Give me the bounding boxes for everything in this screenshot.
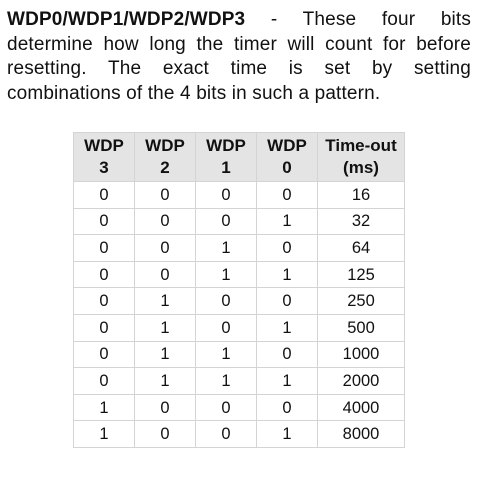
cell-wdp2: 0: [134, 181, 196, 209]
description-text: - These four bits determine how long the…: [7, 9, 471, 104]
register-bits-term: WDP0/WDP1/WDP2/WDP3: [7, 9, 246, 30]
cell-wdp0: 0: [256, 234, 318, 262]
cell-wdp1: 0: [195, 181, 257, 209]
cell-wdp1: 0: [195, 287, 257, 315]
table-header-row: WDP 3 WDP 2 WDP 1 WDP 0 Time-out (ms): [73, 132, 405, 182]
table-row: 1 0 0 0 4000: [73, 393, 405, 422]
cell-wdp0: 0: [256, 181, 318, 209]
cell-wdp0: 1: [256, 367, 318, 395]
header-label: WDP: [267, 136, 307, 155]
header-sublabel: 0: [282, 158, 292, 177]
cell-timeout: 16: [317, 181, 405, 209]
cell-wdp2: 1: [134, 287, 196, 315]
cell-wdp2: 0: [134, 260, 196, 289]
header-sublabel: 2: [160, 158, 170, 177]
cell-timeout: 1000: [317, 340, 405, 369]
cell-wdp0: 1: [256, 313, 318, 342]
cell-wdp3: 0: [73, 313, 135, 342]
cell-wdp1: 1: [195, 367, 257, 395]
cell-wdp2: 0: [134, 234, 196, 262]
timeout-table: WDP 3 WDP 2 WDP 1 WDP 0 Time-out (ms) 0 0 0 0…: [73, 132, 405, 448]
table-row: 0 0 0 1 32: [73, 207, 405, 236]
cell-timeout: 8000: [317, 420, 405, 448]
cell-wdp2: 1: [134, 367, 196, 395]
table-row: 0 0 0 0 16: [73, 181, 405, 209]
cell-timeout: 2000: [317, 367, 405, 395]
header-wdp2: WDP 2: [134, 132, 196, 182]
cell-timeout: 250: [317, 287, 405, 315]
cell-wdp1: 0: [195, 420, 257, 448]
timeout-table-container: WDP 3 WDP 2 WDP 1 WDP 0 Time-out (ms) 0 0 0 0…: [73, 132, 405, 448]
table-row: 0 0 1 1 125: [73, 260, 405, 289]
cell-timeout: 4000: [317, 393, 405, 422]
description-paragraph: WDP0/WDP1/WDP2/WDP3 - These four bits de…: [7, 8, 471, 106]
cell-wdp2: 1: [134, 313, 196, 342]
cell-wdp1: 1: [195, 340, 257, 369]
cell-wdp3: 0: [73, 260, 135, 289]
header-wdp0: WDP 0: [256, 132, 318, 182]
cell-wdp0: 0: [256, 393, 318, 422]
header-sublabel: 1: [221, 158, 231, 177]
cell-wdp3: 0: [73, 367, 135, 395]
table-row: 1 0 0 1 8000: [73, 420, 405, 448]
header-label: WDP: [145, 136, 185, 155]
cell-wdp1: 0: [195, 393, 257, 422]
header-sublabel: (ms): [343, 158, 379, 177]
cell-wdp2: 1: [134, 340, 196, 369]
cell-wdp2: 0: [134, 393, 196, 422]
cell-wdp3: 0: [73, 234, 135, 262]
cell-wdp0: 0: [256, 287, 318, 315]
cell-timeout: 64: [317, 234, 405, 262]
cell-timeout: 32: [317, 207, 405, 236]
header-wdp3: WDP 3: [73, 132, 135, 182]
cell-timeout: 125: [317, 260, 405, 289]
cell-wdp1: 0: [195, 313, 257, 342]
cell-wdp1: 1: [195, 234, 257, 262]
cell-wdp0: 0: [256, 340, 318, 369]
table-row: 0 0 1 0 64: [73, 234, 405, 262]
header-wdp1: WDP 1: [195, 132, 257, 182]
cell-wdp3: 0: [73, 340, 135, 369]
cell-wdp3: 0: [73, 207, 135, 236]
cell-wdp3: 1: [73, 393, 135, 422]
cell-wdp3: 0: [73, 181, 135, 209]
header-label: WDP: [206, 136, 246, 155]
cell-wdp0: 1: [256, 260, 318, 289]
table-row: 0 1 0 1 500: [73, 313, 405, 342]
cell-wdp0: 1: [256, 207, 318, 236]
header-sublabel: 3: [99, 158, 109, 177]
header-label: WDP: [84, 136, 124, 155]
table-row: 0 1 1 1 2000: [73, 367, 405, 395]
cell-wdp1: 0: [195, 207, 257, 236]
table-row: 0 1 1 0 1000: [73, 340, 405, 369]
cell-wdp1: 1: [195, 260, 257, 289]
header-label: Time-out: [325, 136, 397, 155]
cell-wdp2: 0: [134, 207, 196, 236]
cell-wdp3: 0: [73, 287, 135, 315]
cell-wdp2: 0: [134, 420, 196, 448]
cell-timeout: 500: [317, 313, 405, 342]
cell-wdp0: 1: [256, 420, 318, 448]
table-row: 0 1 0 0 250: [73, 287, 405, 315]
cell-wdp3: 1: [73, 420, 135, 448]
header-timeout: Time-out (ms): [317, 132, 405, 182]
